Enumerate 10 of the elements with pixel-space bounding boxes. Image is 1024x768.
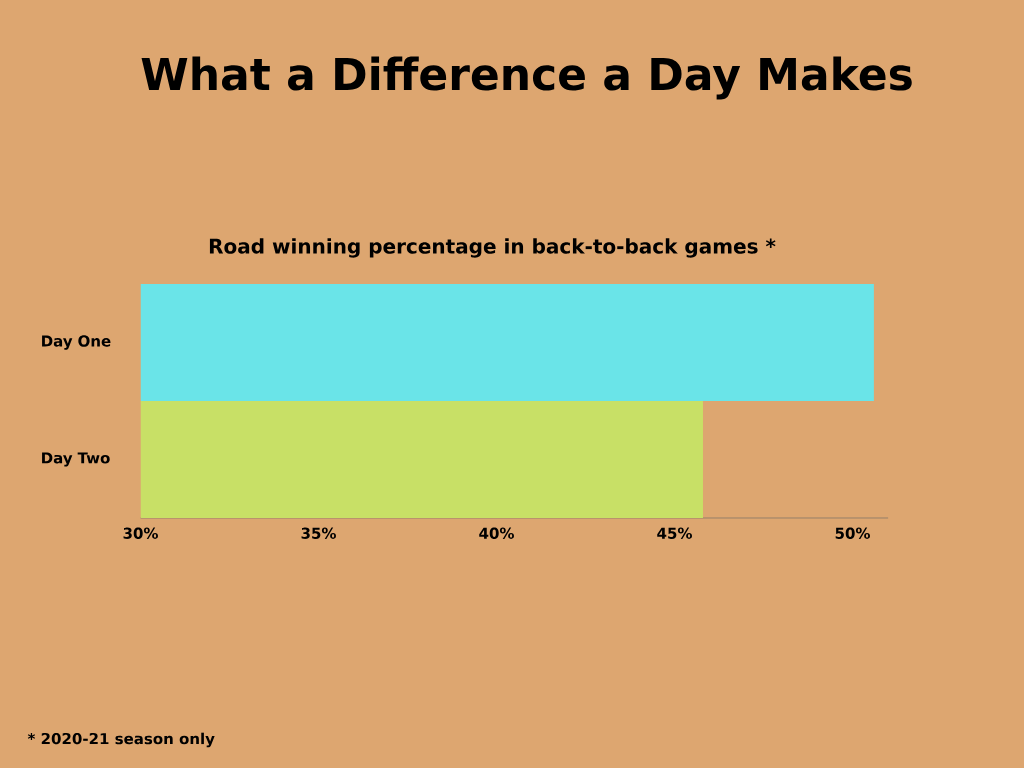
x-tick-label: 50% xyxy=(835,527,870,539)
x-tick-label: 35% xyxy=(301,527,336,539)
x-tick-label: 45% xyxy=(657,527,692,539)
y-tick-label: Day One xyxy=(42,335,111,350)
x-tick-label: 30% xyxy=(123,527,158,539)
chart-title: What a Difference a Day Makes xyxy=(141,56,912,100)
chart-subtitle: Road winning percentage in back-to-back games * xyxy=(209,238,776,258)
y-tick-label: Day Two xyxy=(42,452,110,467)
x-tick-label: 40% xyxy=(479,527,514,539)
text: * 2020-21 season only xyxy=(27,732,215,748)
